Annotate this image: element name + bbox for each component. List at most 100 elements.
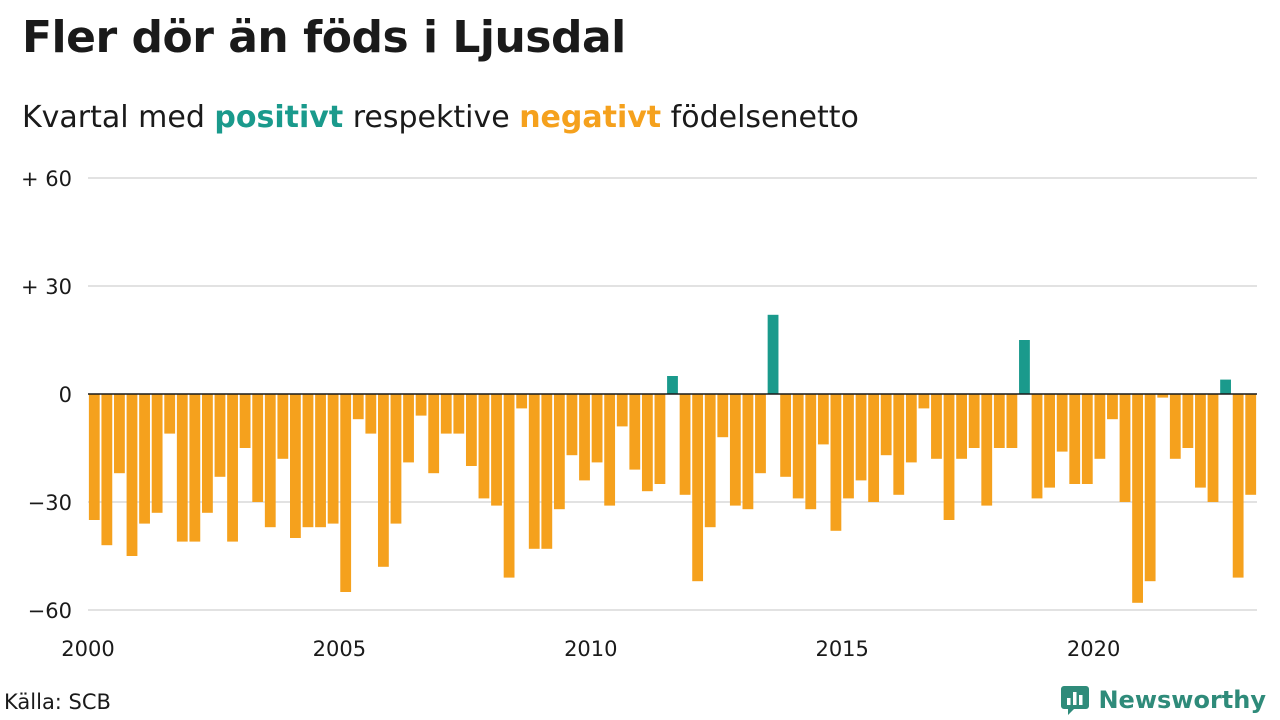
bar-negative bbox=[817, 394, 829, 445]
source-note: Källa: SCB bbox=[4, 690, 111, 714]
x-tick-label: 2000 bbox=[61, 637, 114, 661]
bar-negative bbox=[1207, 394, 1219, 502]
bar-negative bbox=[202, 394, 213, 513]
bar-negative bbox=[340, 394, 352, 592]
bar-negative bbox=[516, 394, 528, 409]
bar-negative bbox=[604, 394, 616, 506]
y-tick-label: −60 bbox=[28, 599, 72, 623]
bar-negative bbox=[176, 394, 188, 542]
subtitle-middle: respektive bbox=[343, 100, 520, 135]
bar-negative bbox=[579, 394, 590, 481]
bar-negative bbox=[365, 394, 377, 434]
bar-negative bbox=[1006, 394, 1018, 448]
bar-negative bbox=[1031, 394, 1043, 499]
bar-negative bbox=[1094, 394, 1106, 459]
gridlines bbox=[88, 177, 1257, 611]
bar-negative bbox=[1056, 394, 1068, 452]
bar-negative bbox=[591, 394, 603, 463]
bar-negative bbox=[641, 394, 653, 492]
bar-negative bbox=[1169, 394, 1181, 459]
brand-name: Newsworthy bbox=[1098, 686, 1266, 714]
bar-negative bbox=[742, 394, 754, 510]
bar-negative bbox=[277, 394, 289, 459]
bar-negative bbox=[227, 394, 238, 542]
chart-title: Fler dör än föds i Ljusdal bbox=[22, 12, 626, 63]
subtitle-suffix: födelsenetto bbox=[661, 100, 859, 135]
brand-logo[interactable]: Newsworthy bbox=[1060, 684, 1266, 716]
bar-negative bbox=[893, 394, 905, 495]
bar-negative bbox=[566, 394, 578, 456]
bar-negative bbox=[1144, 394, 1156, 582]
bar-negative bbox=[377, 394, 389, 567]
subtitle-prefix: Kvartal med bbox=[22, 100, 215, 135]
bar-negative bbox=[139, 394, 150, 524]
bar-negative bbox=[905, 394, 917, 463]
bar-negative bbox=[855, 394, 867, 481]
bar-negative bbox=[264, 394, 276, 528]
bar-negative bbox=[1245, 394, 1257, 495]
bar-negative bbox=[415, 394, 427, 416]
subtitle-negative: negativt bbox=[519, 100, 662, 135]
bar-negative bbox=[290, 394, 301, 538]
bar-negative bbox=[126, 394, 138, 556]
bar-negative bbox=[302, 394, 314, 528]
y-tick-label: −30 bbox=[28, 491, 72, 515]
bar-negative bbox=[189, 394, 201, 542]
bar-negative bbox=[541, 394, 553, 549]
x-tick-label: 2005 bbox=[313, 637, 366, 661]
bar-negative bbox=[1182, 394, 1194, 448]
bars bbox=[88, 314, 1257, 603]
bar-negative bbox=[1132, 394, 1143, 603]
bar-negative bbox=[403, 394, 414, 463]
bar-negative bbox=[478, 394, 490, 499]
bar-negative bbox=[1232, 394, 1244, 578]
bar-negative bbox=[868, 394, 880, 502]
bar-negative bbox=[465, 394, 477, 466]
bar-negative bbox=[1081, 394, 1093, 484]
bar-negative bbox=[528, 394, 540, 549]
x-tick-label: 2015 bbox=[815, 637, 868, 661]
bar-negative bbox=[114, 394, 125, 474]
bar-negative bbox=[239, 394, 251, 448]
bar-negative bbox=[843, 394, 854, 499]
bar-positive bbox=[1220, 379, 1231, 394]
bar-chart: + 60 + 30 0 −30 −60 2000 2005 2010 2015 2020 bbox=[21, 167, 1257, 661]
bar-negative bbox=[931, 394, 942, 459]
bar-negative bbox=[679, 394, 691, 495]
y-tick-label: + 60 bbox=[21, 167, 72, 191]
bar-negative bbox=[692, 394, 704, 582]
bar-negative bbox=[491, 394, 502, 506]
bar-negative bbox=[629, 394, 641, 470]
bar-negative bbox=[792, 394, 804, 499]
bar-negative bbox=[1119, 394, 1131, 502]
x-tick-label: 2020 bbox=[1067, 637, 1120, 661]
bar-negative bbox=[654, 394, 666, 484]
chart-subtitle: Kvartal med positivt respektive negativt… bbox=[22, 100, 859, 135]
y-tick-label: + 30 bbox=[21, 275, 72, 299]
x-axis-labels: 2000 2005 2010 2015 2020 bbox=[61, 637, 1120, 661]
bar-negative bbox=[729, 394, 741, 506]
bar-negative bbox=[981, 394, 993, 506]
bar-negative bbox=[1195, 394, 1206, 488]
bar-negative bbox=[993, 394, 1005, 448]
x-tick-label: 2010 bbox=[564, 637, 617, 661]
y-tick-label: 0 bbox=[59, 383, 72, 407]
bar-negative bbox=[918, 394, 930, 409]
bar-negative bbox=[755, 394, 766, 474]
bar-negative bbox=[1044, 394, 1055, 488]
bar-positive bbox=[667, 376, 678, 394]
bar-negative bbox=[440, 394, 452, 434]
bar-negative bbox=[88, 394, 100, 520]
bar-negative bbox=[943, 394, 955, 520]
bar-negative bbox=[151, 394, 163, 513]
bar-negative bbox=[1069, 394, 1081, 484]
bar-negative bbox=[880, 394, 892, 456]
bar-negative bbox=[780, 394, 792, 477]
bar-negative bbox=[968, 394, 980, 448]
bar-positive bbox=[1019, 340, 1030, 394]
bar-negative bbox=[1157, 394, 1169, 398]
y-axis-labels: + 60 + 30 0 −30 −60 bbox=[21, 167, 72, 623]
bar-negative bbox=[164, 394, 176, 434]
bar-negative bbox=[805, 394, 817, 510]
bar-negative bbox=[830, 394, 842, 531]
